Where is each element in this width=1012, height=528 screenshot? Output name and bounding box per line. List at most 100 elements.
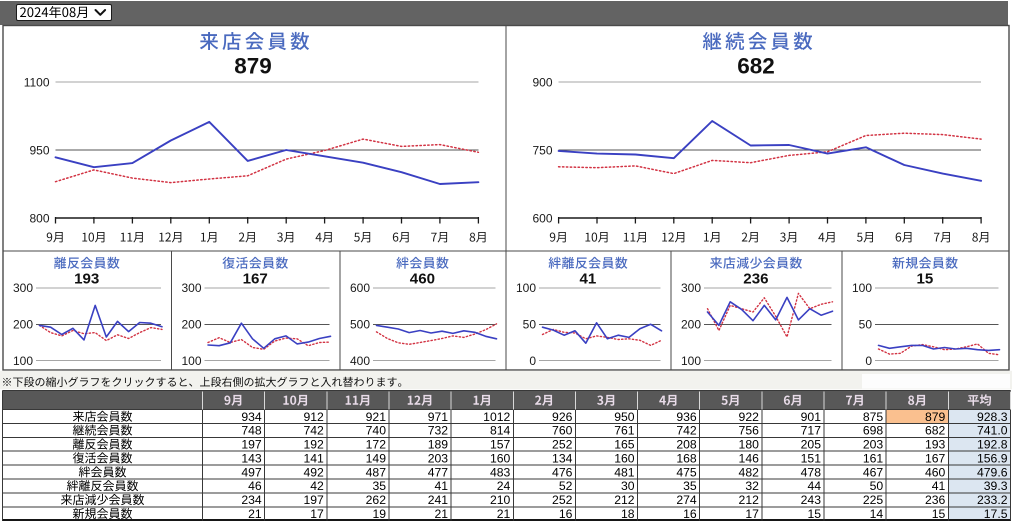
svg-text:274: 274 bbox=[676, 493, 697, 507]
svg-text:233.2: 233.2 bbox=[977, 493, 1008, 507]
svg-text:732: 732 bbox=[428, 424, 449, 438]
svg-text:197: 197 bbox=[303, 493, 324, 507]
svg-text:100: 100 bbox=[13, 354, 33, 368]
svg-text:487: 487 bbox=[366, 465, 387, 479]
svg-text:180: 180 bbox=[739, 438, 760, 452]
svg-text:193: 193 bbox=[925, 438, 946, 452]
svg-text:300: 300 bbox=[13, 281, 33, 295]
svg-text:479.6: 479.6 bbox=[977, 465, 1008, 479]
svg-text:32: 32 bbox=[745, 479, 759, 493]
svg-text:742: 742 bbox=[303, 424, 324, 438]
svg-text:234: 234 bbox=[241, 493, 262, 507]
svg-text:151: 151 bbox=[801, 451, 822, 465]
svg-text:160: 160 bbox=[490, 451, 511, 465]
svg-text:156.9: 156.9 bbox=[977, 451, 1008, 465]
svg-text:44: 44 bbox=[807, 479, 821, 493]
svg-text:42: 42 bbox=[310, 479, 324, 493]
svg-text:236: 236 bbox=[743, 270, 768, 287]
svg-text:18: 18 bbox=[621, 507, 635, 521]
svg-text:262: 262 bbox=[366, 493, 387, 507]
svg-text:15: 15 bbox=[917, 270, 934, 287]
svg-text:210: 210 bbox=[490, 493, 511, 507]
svg-text:922: 922 bbox=[739, 410, 760, 424]
svg-text:971: 971 bbox=[428, 410, 449, 424]
svg-text:146: 146 bbox=[739, 451, 760, 465]
svg-text:172: 172 bbox=[366, 438, 387, 452]
svg-text:200: 200 bbox=[681, 318, 701, 332]
svg-text:30: 30 bbox=[621, 479, 635, 493]
svg-text:400: 400 bbox=[350, 354, 370, 368]
svg-text:157: 157 bbox=[490, 438, 511, 452]
svg-text:19: 19 bbox=[372, 507, 386, 521]
svg-text:41: 41 bbox=[435, 479, 449, 493]
svg-text:912: 912 bbox=[303, 410, 324, 424]
svg-text:921: 921 bbox=[366, 410, 387, 424]
svg-text:950: 950 bbox=[29, 143, 49, 157]
svg-text:46: 46 bbox=[248, 479, 262, 493]
svg-text:50: 50 bbox=[859, 318, 873, 332]
svg-text:760: 760 bbox=[552, 424, 573, 438]
svg-text:205: 205 bbox=[801, 438, 822, 452]
svg-text:252: 252 bbox=[552, 493, 573, 507]
svg-text:225: 225 bbox=[863, 493, 884, 507]
svg-text:16: 16 bbox=[683, 507, 697, 521]
svg-text:21: 21 bbox=[248, 507, 262, 521]
svg-text:936: 936 bbox=[676, 410, 697, 424]
svg-text:741.0: 741.0 bbox=[977, 424, 1008, 438]
svg-text:300: 300 bbox=[681, 281, 701, 295]
svg-text:41: 41 bbox=[932, 479, 946, 493]
svg-text:212: 212 bbox=[739, 493, 760, 507]
svg-text:236: 236 bbox=[925, 493, 946, 507]
svg-text:467: 467 bbox=[863, 465, 884, 479]
svg-text:143: 143 bbox=[241, 451, 262, 465]
svg-text:478: 478 bbox=[801, 465, 822, 479]
svg-text:167: 167 bbox=[925, 451, 946, 465]
svg-text:600: 600 bbox=[350, 281, 370, 295]
svg-text:460: 460 bbox=[410, 270, 435, 287]
svg-text:35: 35 bbox=[683, 479, 697, 493]
svg-text:926: 926 bbox=[552, 410, 573, 424]
svg-text:476: 476 bbox=[552, 465, 573, 479]
svg-text:901: 901 bbox=[801, 410, 822, 424]
svg-text:800: 800 bbox=[29, 211, 49, 225]
svg-text:203: 203 bbox=[428, 451, 449, 465]
svg-text:15: 15 bbox=[807, 507, 821, 521]
svg-text:934: 934 bbox=[241, 410, 262, 424]
svg-text:17: 17 bbox=[310, 507, 324, 521]
svg-text:167: 167 bbox=[243, 270, 268, 287]
svg-text:241: 241 bbox=[428, 493, 449, 507]
svg-text:15: 15 bbox=[932, 507, 946, 521]
svg-text:17.5: 17.5 bbox=[984, 507, 1008, 521]
svg-text:203: 203 bbox=[863, 438, 884, 452]
svg-text:14: 14 bbox=[870, 507, 884, 521]
svg-text:928.3: 928.3 bbox=[977, 410, 1008, 424]
svg-text:208: 208 bbox=[676, 438, 697, 452]
svg-text:168: 168 bbox=[676, 451, 697, 465]
svg-text:200: 200 bbox=[181, 318, 201, 332]
svg-text:682: 682 bbox=[737, 54, 775, 79]
svg-text:243: 243 bbox=[801, 493, 822, 507]
svg-text:134: 134 bbox=[552, 451, 573, 465]
svg-text:192: 192 bbox=[303, 438, 324, 452]
svg-text:52: 52 bbox=[559, 479, 573, 493]
svg-text:682: 682 bbox=[925, 424, 946, 438]
svg-text:193: 193 bbox=[74, 270, 99, 287]
svg-text:50: 50 bbox=[870, 479, 884, 493]
svg-text:100: 100 bbox=[852, 281, 872, 295]
svg-text:497: 497 bbox=[241, 465, 262, 479]
svg-text:483: 483 bbox=[490, 465, 511, 479]
svg-text:141: 141 bbox=[303, 451, 324, 465]
svg-text:1012: 1012 bbox=[483, 410, 510, 424]
svg-text:189: 189 bbox=[428, 438, 449, 452]
svg-text:41: 41 bbox=[580, 270, 597, 287]
svg-text:24: 24 bbox=[497, 479, 511, 493]
svg-text:1100: 1100 bbox=[24, 75, 50, 89]
svg-text:492: 492 bbox=[303, 465, 324, 479]
svg-text:149: 149 bbox=[366, 451, 387, 465]
svg-text:750: 750 bbox=[532, 143, 552, 157]
svg-text:748: 748 bbox=[241, 424, 262, 438]
svg-text:814: 814 bbox=[490, 424, 511, 438]
svg-text:21: 21 bbox=[497, 507, 511, 521]
svg-text:165: 165 bbox=[614, 438, 635, 452]
svg-text:717: 717 bbox=[801, 424, 822, 438]
